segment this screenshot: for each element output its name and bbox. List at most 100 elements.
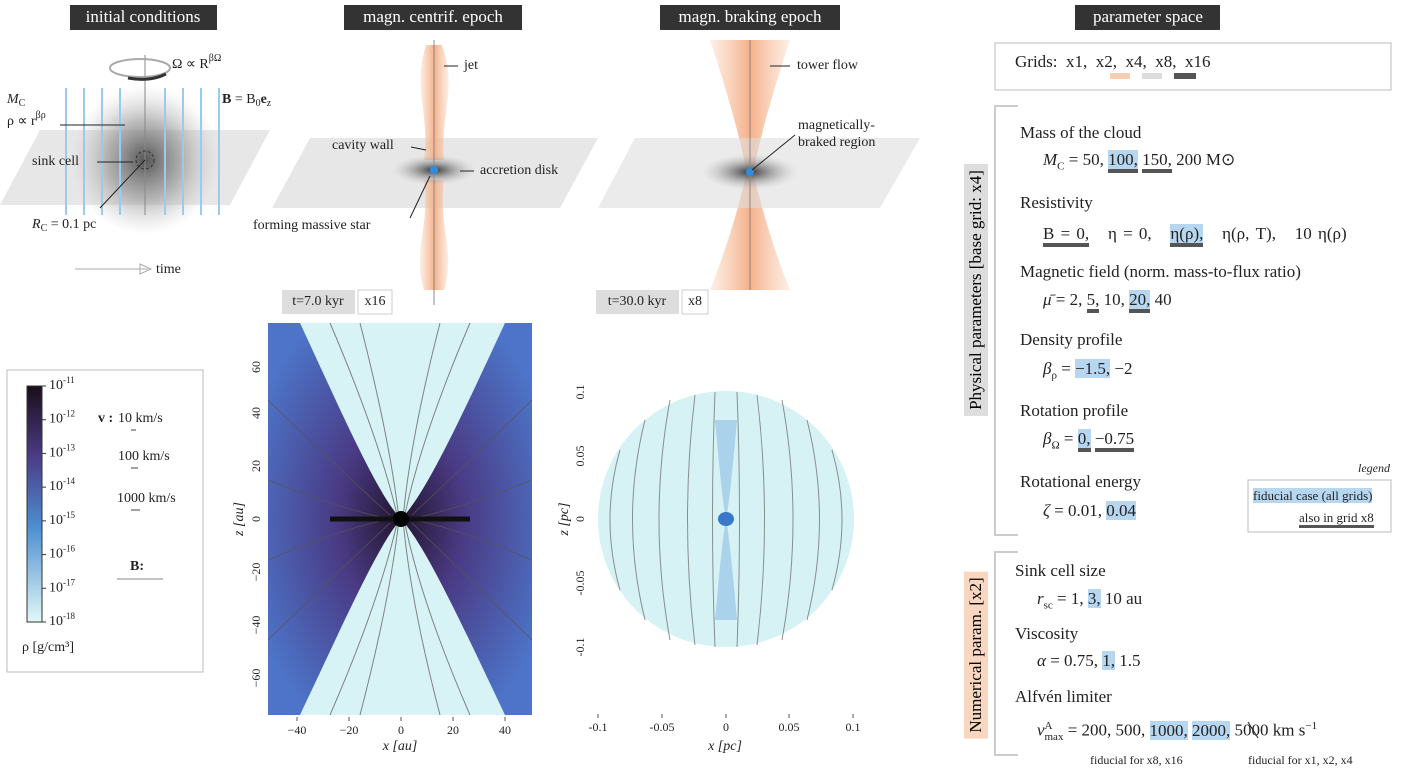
symbol-sub: Ω xyxy=(1051,439,1059,451)
legend-text: also in grid x8 xyxy=(1299,510,1374,528)
star xyxy=(430,166,438,174)
y-tick-label: 0.1 xyxy=(573,385,587,400)
legend-title: legend xyxy=(1290,458,1390,478)
param-values: μ̄ = 2, 5, 10, 20, 40 xyxy=(1043,290,1172,310)
tick-base: 10 xyxy=(49,614,63,629)
label-part: z xyxy=(267,98,272,109)
x-tick-label: -0.1 xyxy=(589,720,608,734)
graphics: initial conditions magn. centrif. epoch … xyxy=(0,0,1419,769)
value: 1.5 xyxy=(1119,651,1140,670)
x-tick-label: -0.05 xyxy=(650,720,675,734)
value: 50, xyxy=(1083,150,1104,169)
tick-base: 10 xyxy=(49,446,63,461)
x-tick-label: −20 xyxy=(340,723,359,737)
tick-base: 10 xyxy=(49,513,63,528)
value: B = 0, xyxy=(1043,224,1089,247)
symbol: ζ xyxy=(1043,501,1050,520)
label: cavity wall xyxy=(332,138,394,153)
value: 5, xyxy=(1087,290,1100,313)
colorbar xyxy=(27,386,42,622)
label: time xyxy=(156,262,181,277)
param-name: Magnetic field (norm. mass-to-flux ratio… xyxy=(1020,262,1301,282)
colorbar-label: ρ [g/cm³] xyxy=(22,640,74,655)
speed: 100 km/s xyxy=(118,449,170,464)
grid: x1, xyxy=(1066,52,1087,71)
grids-row: Grids: x1, x2, x4, x8, x16 xyxy=(1015,52,1211,72)
label: sink cell xyxy=(32,154,79,169)
relation: = xyxy=(1064,429,1074,448)
symbol-sub: sc xyxy=(1044,599,1053,611)
value: 1, xyxy=(1102,651,1115,670)
symbol: μ̄ xyxy=(1043,290,1052,309)
label: RC = 0.1 pc xyxy=(31,217,96,234)
value: 500, xyxy=(1116,721,1146,740)
y-tick-label: -0.05 xyxy=(573,571,587,596)
symbol: r xyxy=(1037,589,1044,608)
value: 10 au xyxy=(1105,589,1142,608)
y-tick-label: −60 xyxy=(249,669,263,688)
x-tick-label: 20 xyxy=(447,723,459,737)
legend-text: fiducial case (all grids) xyxy=(1253,488,1372,503)
label: magnetically- xyxy=(798,118,875,133)
label-part: v : xyxy=(98,411,113,426)
label-part: = 0.1 pc xyxy=(47,217,96,232)
bracket xyxy=(995,552,1018,755)
label: Ω ∝ RβΩ xyxy=(172,53,221,72)
grid: x16 xyxy=(365,294,386,309)
y-tick-label: 0 xyxy=(249,516,263,522)
value: 40 xyxy=(1155,290,1172,309)
label-part: ρ ∝ r xyxy=(7,114,36,129)
tick-base: 10 xyxy=(49,479,63,494)
value: 1, xyxy=(1071,589,1084,608)
time: t=30.0 kyr xyxy=(608,294,667,309)
value: −2 xyxy=(1114,359,1132,378)
value: 200, xyxy=(1082,721,1112,740)
y-tick-label: 40 xyxy=(249,407,263,419)
relation: = xyxy=(1069,150,1079,169)
value: 0.04 xyxy=(1106,501,1136,520)
time: t=7.0 kyr xyxy=(292,294,344,309)
param-values: α = 0.75, 1, 1.5 xyxy=(1037,651,1141,671)
param-name: Mass of the cloud xyxy=(1020,123,1141,143)
panel-title: initial conditions xyxy=(86,7,201,26)
x-tick-label: 0.1 xyxy=(846,720,861,734)
panel-title: parameter space xyxy=(1093,7,1203,26)
tick-base: 10 xyxy=(49,378,63,393)
param-name: Density profile xyxy=(1020,330,1122,350)
value: 0.75, xyxy=(1064,651,1098,670)
param-name: Viscosity xyxy=(1015,624,1078,644)
value: 20, xyxy=(1129,290,1150,313)
symbol: v xyxy=(1037,721,1045,740)
grid: x2, xyxy=(1096,52,1117,71)
label-part: C xyxy=(19,98,26,109)
label: v : xyxy=(98,411,113,426)
y-tick-label: −40 xyxy=(249,616,263,635)
value: 10, xyxy=(1104,290,1125,309)
grids-label: Grids: xyxy=(1015,52,1058,71)
section-label: Physical parameters [base grid: x4] xyxy=(964,164,988,416)
bracket xyxy=(995,106,1018,535)
label: ρ ∝ rβρ xyxy=(7,110,46,129)
label: forming massive star xyxy=(253,218,371,233)
label-part: B xyxy=(222,92,231,107)
label-part: Ω ∝ R xyxy=(172,57,209,72)
legend-item: fiducial case (all grids) xyxy=(1253,486,1372,506)
param-name: Rotational energy xyxy=(1020,472,1141,492)
value: η(ρ, T), xyxy=(1222,224,1276,243)
y-tick-label: 60 xyxy=(249,361,263,373)
label: B = B0ez xyxy=(222,92,272,109)
value: 100, xyxy=(1108,150,1138,173)
param-name: Rotation profile xyxy=(1020,401,1128,421)
y-tick-label: −20 xyxy=(249,563,263,582)
param-values: rsc = 1, 3, 10 au xyxy=(1037,589,1142,615)
tick-exp: -17 xyxy=(63,577,75,587)
note: fiducial for x8, x16 xyxy=(1090,750,1183,769)
tick-exp: -14 xyxy=(63,476,75,486)
x-tick-label: 0 xyxy=(723,720,729,734)
x-axis-label: x [au] xyxy=(382,739,418,754)
value: 200 M⊙ xyxy=(1176,150,1235,169)
grid-swatch xyxy=(1142,73,1162,79)
label-part: βρ xyxy=(36,110,46,121)
tick-exp: -13 xyxy=(63,442,75,452)
panel-title: magn. centrif. epoch xyxy=(363,7,503,26)
